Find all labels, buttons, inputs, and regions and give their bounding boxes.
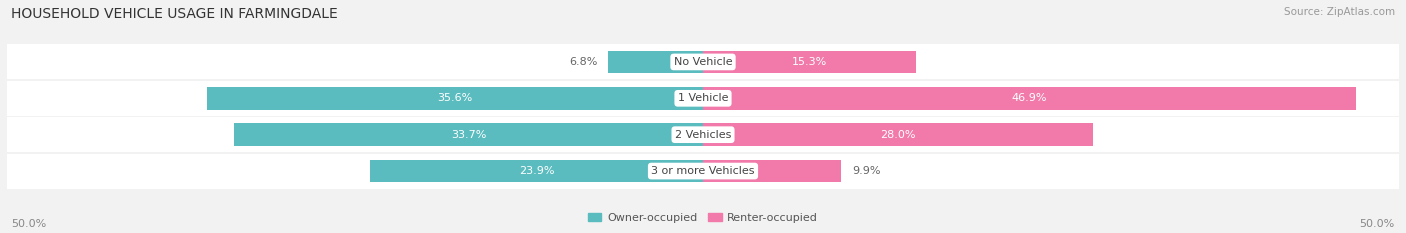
Bar — [208, 87, 703, 110]
Bar — [703, 51, 915, 73]
Text: Source: ZipAtlas.com: Source: ZipAtlas.com — [1284, 7, 1395, 17]
Text: 1 Vehicle: 1 Vehicle — [678, 93, 728, 103]
Text: 3 or more Vehicles: 3 or more Vehicles — [651, 166, 755, 176]
Bar — [233, 123, 703, 146]
Bar — [7, 45, 1399, 79]
Text: 2 Vehicles: 2 Vehicles — [675, 130, 731, 140]
Text: 28.0%: 28.0% — [880, 130, 915, 140]
Text: 33.7%: 33.7% — [451, 130, 486, 140]
Bar — [7, 117, 1399, 152]
Text: No Vehicle: No Vehicle — [673, 57, 733, 67]
Legend: Owner-occupied, Renter-occupied: Owner-occupied, Renter-occupied — [583, 209, 823, 227]
Text: HOUSEHOLD VEHICLE USAGE IN FARMINGDALE: HOUSEHOLD VEHICLE USAGE IN FARMINGDALE — [11, 7, 337, 21]
Bar — [370, 160, 703, 182]
Bar — [609, 51, 703, 73]
Text: 35.6%: 35.6% — [437, 93, 472, 103]
Bar — [7, 81, 1399, 116]
Text: 23.9%: 23.9% — [519, 166, 554, 176]
Bar — [703, 160, 841, 182]
Text: 50.0%: 50.0% — [11, 219, 46, 229]
Bar — [7, 154, 1399, 188]
Bar — [703, 123, 1092, 146]
Bar — [703, 87, 1355, 110]
Text: 50.0%: 50.0% — [1360, 219, 1395, 229]
Text: 15.3%: 15.3% — [792, 57, 827, 67]
Text: 6.8%: 6.8% — [569, 57, 598, 67]
Text: 9.9%: 9.9% — [852, 166, 880, 176]
Text: 46.9%: 46.9% — [1012, 93, 1047, 103]
